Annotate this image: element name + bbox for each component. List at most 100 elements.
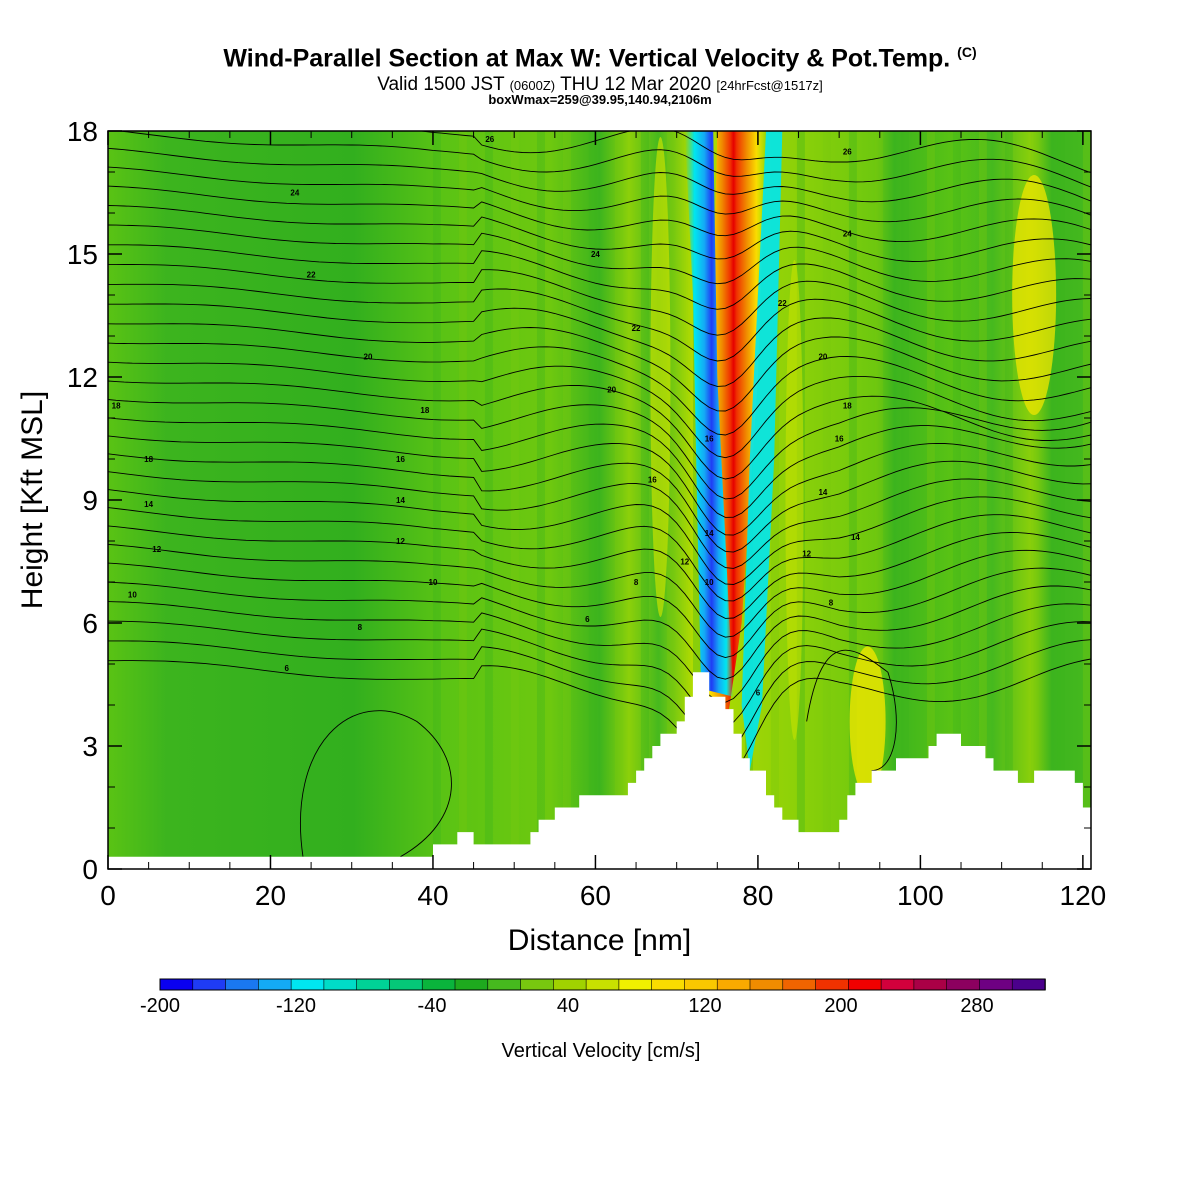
x-tick-label: 20 [255, 880, 286, 911]
contour-label: 18 [843, 402, 852, 411]
contour-label-text: 8 [358, 623, 363, 632]
theta-contour [108, 323, 1091, 412]
contour-label-text: 14 [144, 500, 153, 509]
velocity-streak [536, 131, 545, 869]
theta-contour [108, 166, 1091, 223]
theta-contour [108, 380, 1091, 480]
contour-label-text: 14 [851, 533, 860, 542]
contour-label: 12 [680, 558, 689, 567]
theta-contour [108, 264, 1091, 336]
y-tick-label: 6 [82, 608, 98, 639]
velocity-streak [1056, 131, 1065, 869]
colorbar-tick-label: -200 [140, 995, 180, 1017]
colorbar-swatch [618, 978, 653, 991]
theta-contour [114, 131, 1091, 188]
colorbar-swatch [749, 978, 784, 991]
contour-label: 12 [396, 537, 405, 546]
contour-label: 14 [818, 488, 827, 497]
colorbar-tick-label: 120 [688, 995, 721, 1017]
contour-label: 10 [429, 578, 438, 587]
contour-label-text: 6 [756, 689, 761, 698]
velocity-streak [614, 131, 623, 869]
contour-label-text: 14 [818, 488, 827, 497]
contour-label-text: 24 [843, 230, 852, 239]
velocity-streak [458, 131, 467, 869]
updraft-patch-upper-right [1012, 175, 1057, 415]
theta-contour [108, 471, 1091, 569]
velocity-streak [770, 131, 779, 869]
theta-contour [108, 639, 1091, 753]
contour-label-text: 18 [112, 402, 121, 411]
colorbar-swatch [946, 978, 981, 991]
colorbar-swatch [225, 978, 260, 991]
velocity-streak [1004, 131, 1013, 869]
colorbar-tick-label: 40 [557, 995, 579, 1017]
contour-label: 26 [843, 148, 852, 157]
updraft-band-east [785, 260, 804, 740]
contour-label-text: 16 [835, 435, 844, 444]
velocity-streak [848, 131, 857, 869]
colorbar-swatch [815, 978, 850, 991]
colorbar-swatch [880, 978, 915, 991]
contour-label: 16 [705, 435, 714, 444]
x-axis-label: Distance [nm] [508, 924, 691, 957]
colorbar-tick-label: 280 [960, 995, 993, 1017]
x-tick-label: 100 [897, 880, 944, 911]
contour-label-text: 16 [648, 476, 657, 485]
theta-contour [108, 453, 1091, 553]
contour-label: 18 [144, 455, 153, 464]
colorbar-swatch [651, 978, 686, 991]
colorbar-swatch [716, 978, 751, 991]
contour-label-text: 18 [843, 402, 852, 411]
contour-label-text: 20 [818, 353, 827, 362]
contour-label-text: 6 [585, 615, 590, 624]
contour-label: 10 [128, 590, 137, 599]
contour-label-text: 14 [705, 529, 714, 538]
contour-label-text: 18 [144, 455, 153, 464]
theta-contour [108, 283, 1091, 362]
contour-label: 16 [396, 455, 405, 464]
theta-contour [108, 244, 1091, 310]
colorbar-swatch [159, 978, 194, 991]
contour-label: 14 [396, 496, 405, 505]
theta-contour [108, 224, 1091, 285]
contour-label: 20 [607, 385, 616, 394]
theta-contour [108, 581, 1091, 680]
contour-label-text: 20 [607, 385, 616, 394]
contour-label: 22 [778, 299, 787, 308]
contour-label: 20 [818, 353, 827, 362]
valid-prefix: Valid 1500 JST [377, 74, 505, 95]
colorbar-frame [159, 978, 1046, 991]
downdraft-band-east [741, 131, 783, 771]
colorbar-swatch [585, 978, 620, 991]
velocity-streak [588, 131, 597, 869]
theta-closed-contour-east [806, 649, 897, 772]
contour-label-text: 14 [396, 496, 405, 505]
contour-label-text: 12 [802, 549, 811, 558]
theta-contour [108, 361, 1091, 459]
x-tick-label: 60 [580, 880, 611, 911]
contour-label: 20 [364, 353, 373, 362]
y-tick-label: 12 [67, 362, 98, 393]
colorbar-swatch [454, 978, 489, 991]
contour-label: 16 [835, 435, 844, 444]
x-tick-label: 40 [417, 880, 448, 911]
colorbar-swatch [487, 978, 522, 991]
contour-label-text: 12 [396, 537, 405, 546]
theta-contour [108, 489, 1091, 585]
theta-contour [108, 562, 1091, 658]
colorbar-tick-label: -120 [276, 995, 316, 1017]
theta-contour [108, 417, 1091, 518]
velocity-streak [510, 131, 519, 869]
theta-contour [417, 131, 1091, 174]
terrain [108, 672, 1091, 869]
x-tick-label: 0 [100, 880, 116, 911]
updraft-band-west [650, 137, 671, 617]
contour-label: 8 [829, 599, 834, 608]
contour-label-text: 22 [778, 299, 787, 308]
theta-contour [108, 147, 1091, 203]
y-tick-label: 0 [82, 854, 98, 885]
y-tick-label: 3 [82, 731, 98, 762]
theta-closed-contour-west [300, 710, 452, 858]
